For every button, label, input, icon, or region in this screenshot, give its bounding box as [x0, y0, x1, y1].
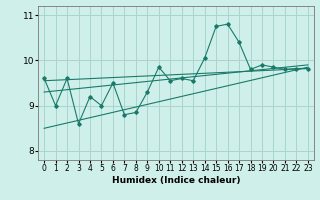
X-axis label: Humidex (Indice chaleur): Humidex (Indice chaleur) — [112, 176, 240, 185]
